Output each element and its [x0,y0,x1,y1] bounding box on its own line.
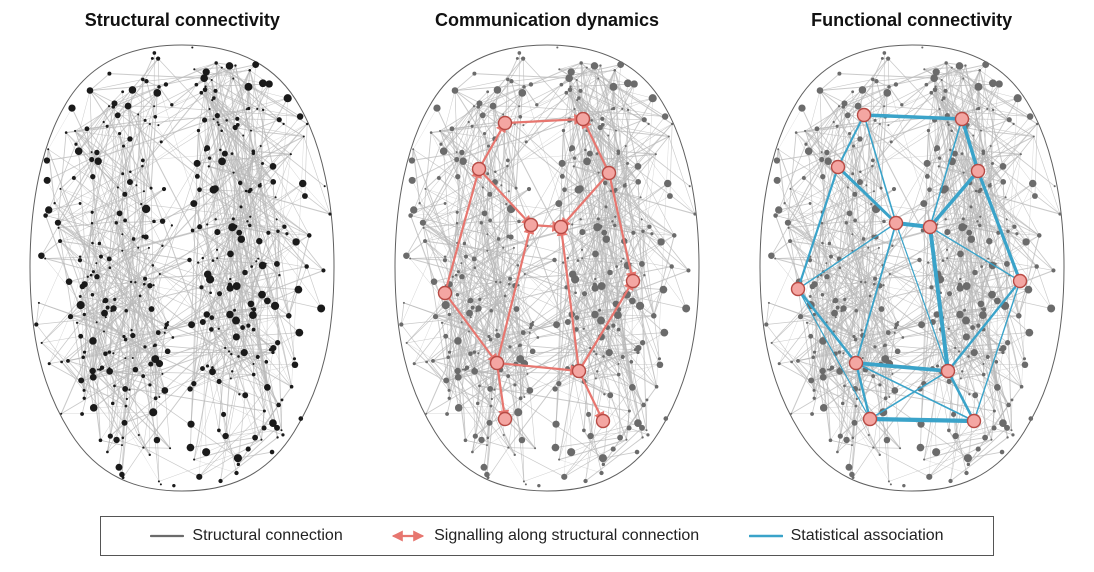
legend-label-signalling: Signalling along structural connection [434,527,699,545]
panel-structural: Structural connectivity [22,10,342,497]
legend-label-statistical: Statistical association [791,527,944,545]
legend-label-structural: Structural connection [192,527,342,545]
figure-root: Structural connectivity Communication dy… [0,0,1094,572]
panel-title-structural: Structural connectivity [85,10,280,31]
panels-row: Structural connectivity Communication dy… [0,0,1094,497]
legend-swatch-statistical [749,528,783,544]
legend-swatch-structural [150,528,184,544]
legend-item-statistical: Statistical association [749,527,944,545]
legend: Structural connection Signalling along s… [100,516,994,556]
panel-title-communication: Communication dynamics [435,10,659,31]
brain-svg-functional [752,37,1072,497]
panel-communication: Communication dynamics [387,10,707,497]
legend-item-structural: Structural connection [150,527,342,545]
legend-swatch-signalling [392,528,426,544]
bg-edges [37,53,331,484]
brain-svg-communication [387,37,707,497]
panel-functional: Functional connectivity [752,10,1072,497]
bg-edges [401,53,695,484]
panel-title-functional: Functional connectivity [811,10,1012,31]
legend-item-signalling: Signalling along structural connection [392,527,699,545]
brain-svg-structural [22,37,342,497]
